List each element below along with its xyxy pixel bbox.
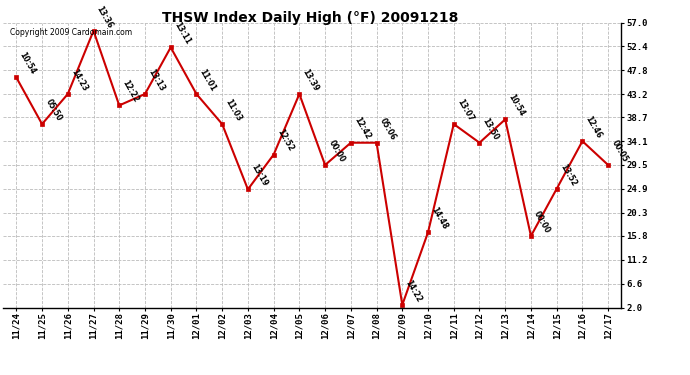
- Text: 10:54: 10:54: [18, 51, 37, 76]
- Text: THSW Index Daily High (°F) 20091218: THSW Index Daily High (°F) 20091218: [162, 11, 459, 25]
- Text: 13:19: 13:19: [249, 163, 269, 188]
- Text: 12:42: 12:42: [352, 116, 372, 141]
- Text: 10:54: 10:54: [506, 93, 526, 118]
- Text: 13:36: 13:36: [95, 4, 115, 29]
- Text: 14:22: 14:22: [404, 278, 424, 303]
- Text: 11:03: 11:03: [224, 97, 244, 123]
- Text: 00:00: 00:00: [326, 138, 346, 164]
- Text: 13:39: 13:39: [301, 67, 321, 93]
- Text: 13:13: 13:13: [146, 67, 166, 93]
- Text: 11:01: 11:01: [198, 67, 217, 93]
- Text: 12:46: 12:46: [584, 114, 604, 140]
- Text: 00:05: 00:05: [609, 138, 629, 164]
- Text: 05:06: 05:06: [378, 116, 397, 141]
- Text: 13:07: 13:07: [455, 97, 475, 123]
- Text: 14:23: 14:23: [69, 67, 89, 93]
- Text: 13:50: 13:50: [481, 116, 501, 141]
- Text: Copyright 2009 Cardomain.com: Copyright 2009 Cardomain.com: [10, 28, 132, 37]
- Text: 13:11: 13:11: [172, 21, 192, 46]
- Text: 13:52: 13:52: [558, 162, 578, 188]
- Text: 14:48: 14:48: [429, 206, 449, 231]
- Text: 12:22: 12:22: [121, 79, 141, 104]
- Text: 12:52: 12:52: [275, 128, 295, 153]
- Text: 05:50: 05:50: [43, 98, 63, 123]
- Text: 00:00: 00:00: [532, 209, 552, 235]
